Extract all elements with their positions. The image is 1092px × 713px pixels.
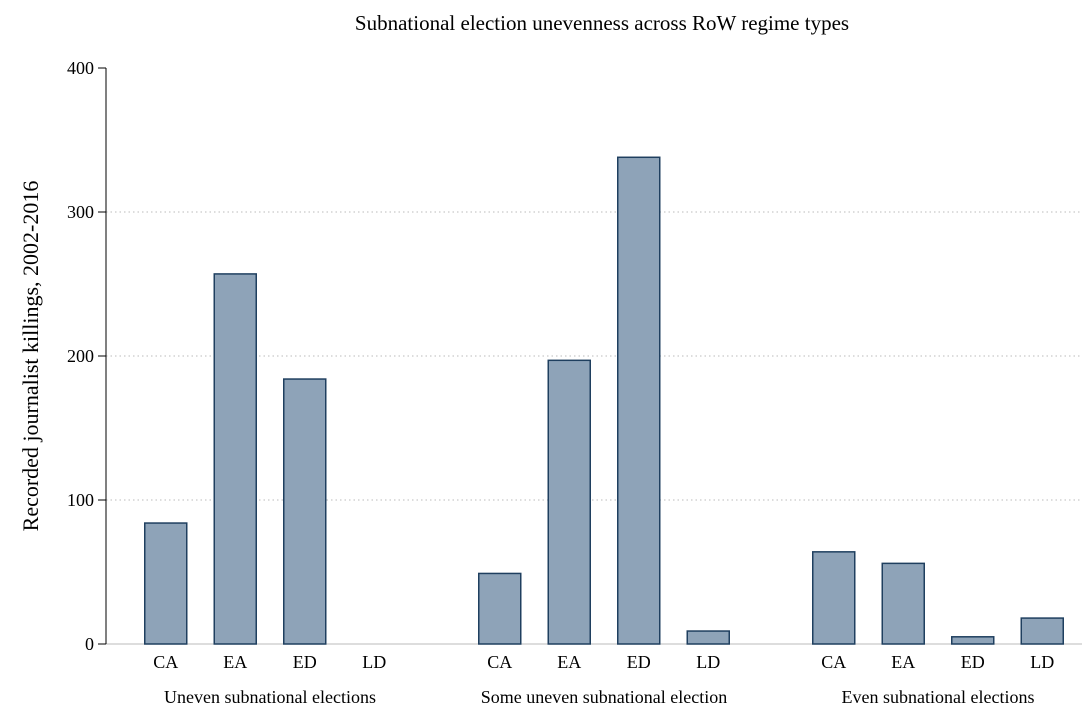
category-label: ED	[961, 652, 985, 672]
y-tick-label: 100	[67, 490, 94, 510]
bar-ca	[144, 522, 188, 645]
category-label: LD	[1030, 652, 1054, 672]
bar-ld	[1020, 617, 1064, 645]
bar-ed	[283, 378, 327, 645]
group-label: Even subnational elections	[842, 687, 1035, 707]
group-label: Some uneven subnational election	[481, 687, 727, 707]
category-label: CA	[821, 652, 846, 672]
bar-ca	[812, 551, 856, 645]
category-label: CA	[153, 652, 178, 672]
y-tick-label: 200	[67, 346, 94, 366]
category-label: CA	[487, 652, 512, 672]
y-tick-label: 0	[85, 634, 94, 654]
group-label: Uneven subnational elections	[164, 687, 376, 707]
bar-ca	[478, 572, 522, 645]
category-label: EA	[891, 652, 915, 672]
chart-title: Subnational election unevenness across R…	[355, 11, 849, 35]
category-label: EA	[223, 652, 247, 672]
bars	[144, 156, 1064, 645]
bar-ea	[547, 359, 591, 645]
y-axis: 0 100 200 300 400	[67, 58, 107, 654]
bar-ed	[951, 636, 995, 645]
y-tick-label: 300	[67, 202, 94, 222]
category-label: LD	[696, 652, 720, 672]
x-axis-labels: CA EA ED LD Uneven subnational elections CA EA…	[153, 652, 1054, 707]
bar-ea	[213, 273, 257, 645]
category-label: LD	[362, 652, 386, 672]
bar-ld	[686, 630, 730, 645]
bar-ed	[617, 156, 661, 645]
category-label: ED	[627, 652, 651, 672]
category-label: EA	[557, 652, 581, 672]
y-axis-label: Recorded journalist killings, 2002-2016	[18, 181, 43, 532]
bar-ea	[881, 562, 925, 645]
y-tick-label: 400	[67, 58, 94, 78]
category-label: ED	[293, 652, 317, 672]
